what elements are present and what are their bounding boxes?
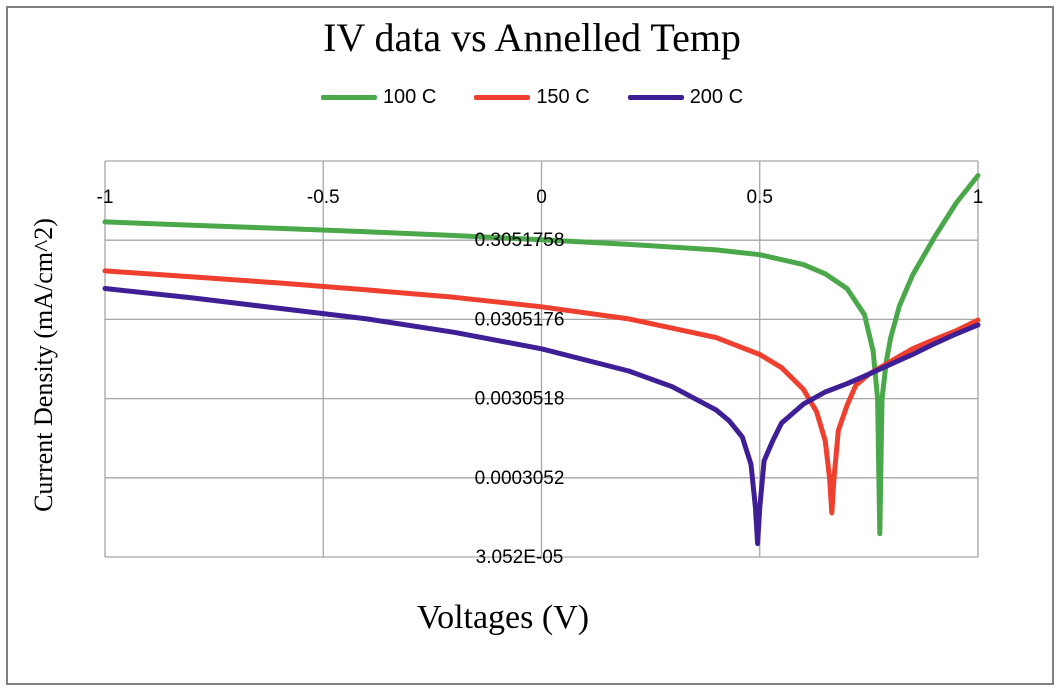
legend-swatch-200c bbox=[627, 95, 684, 100]
legend-swatch-150c bbox=[474, 95, 531, 100]
x-tick-label: -1 bbox=[97, 187, 114, 208]
y-tick-label: 0.0305176 bbox=[475, 309, 565, 330]
legend-item-150c: 150 C bbox=[474, 86, 590, 109]
y-tick-label: 0.0030518 bbox=[475, 389, 565, 410]
legend-label-100c: 100 C bbox=[382, 86, 437, 108]
y-tick-label: 0.0003052 bbox=[475, 468, 565, 489]
chart-title: IV data vs Annelled Temp bbox=[323, 15, 741, 60]
series-lines bbox=[102, 173, 981, 547]
x-tick-label: 1 bbox=[973, 187, 984, 208]
legend-item-100c: 100 C bbox=[320, 86, 437, 109]
series-line-100c bbox=[102, 173, 981, 537]
gridlines bbox=[104, 160, 979, 558]
x-tick-label: 0 bbox=[536, 187, 547, 208]
x-tick-label: 0.5 bbox=[747, 187, 773, 208]
legend-item-200c: 200 C bbox=[627, 86, 744, 109]
x-axis-title: Voltages (V) bbox=[417, 599, 589, 636]
y-tick-labels: 0.3051758 0.0305176 0.0030518 0.0003052 3.05… bbox=[475, 230, 565, 568]
legend-label-150c: 150 C bbox=[536, 86, 590, 108]
legend: 100 C 150 C 200 C bbox=[0, 86, 1064, 109]
x-tick-label: -0.5 bbox=[307, 187, 340, 208]
y-tick-label: 0.3051758 bbox=[475, 230, 565, 251]
legend-label-200c: 200 C bbox=[689, 86, 744, 108]
series-line-150c bbox=[102, 268, 981, 516]
series-line-200c bbox=[102, 286, 981, 547]
y-tick-label: 3.052E-05 bbox=[476, 547, 564, 568]
y-axis-title: Current Density (mA/cm^2) bbox=[29, 218, 58, 512]
legend-swatch-100c bbox=[320, 95, 377, 100]
x-tick-labels: -1 -0.5 0 0.5 1 bbox=[97, 187, 984, 208]
